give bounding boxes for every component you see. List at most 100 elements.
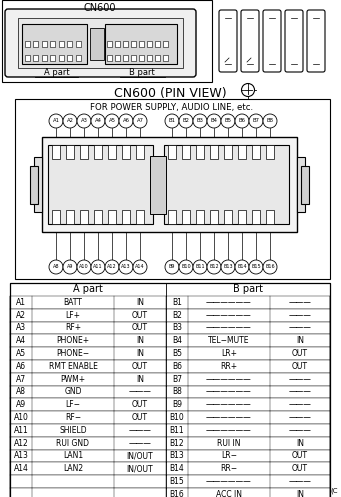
Bar [150,156,166,214]
Text: ——————: —————— [206,413,252,422]
Text: B12: B12 [170,439,184,448]
Text: B10: B10 [181,264,191,269]
Text: ——————: —————— [206,311,252,320]
Circle shape [165,114,179,128]
Text: FOR POWER SUPPLY, AUDIO LINE, etc.: FOR POWER SUPPLY, AUDIO LINE, etc. [90,103,254,112]
Text: ——————: —————— [206,400,252,410]
Text: B part: B part [129,68,155,77]
Text: B11: B11 [195,264,205,269]
Bar [94,210,102,224]
Text: A9: A9 [67,264,73,269]
Bar [30,166,38,204]
Bar [108,210,116,224]
Bar [168,145,176,159]
Bar [147,41,151,47]
Bar [80,210,88,224]
Circle shape [235,114,249,128]
Circle shape [63,260,77,274]
Text: B15: B15 [169,477,184,486]
Text: B7: B7 [252,118,260,123]
Bar [59,55,63,61]
Text: IN: IN [136,336,144,345]
Text: A4: A4 [94,118,102,123]
Text: A9: A9 [16,400,26,410]
Circle shape [77,114,91,128]
Bar [136,145,144,159]
Circle shape [133,260,147,274]
Text: OUT: OUT [132,413,148,422]
Text: IN: IN [296,336,304,345]
Text: (C: (C [330,488,338,494]
Text: B9: B9 [172,400,182,410]
Bar [10,296,330,309]
Text: SHIELD: SHIELD [59,426,87,435]
Bar [301,166,309,204]
Text: BATT: BATT [63,298,83,307]
Text: A4: A4 [16,336,26,345]
Text: IN: IN [136,375,144,384]
Text: ———: ——— [288,426,311,435]
Text: B13: B13 [223,264,233,269]
Bar [10,334,330,347]
Bar [252,210,260,224]
Circle shape [241,83,254,96]
Bar [10,424,330,437]
Bar [42,55,46,61]
Bar [15,99,330,279]
Bar [122,55,128,61]
Text: B14: B14 [237,264,247,269]
Text: A7: A7 [16,375,26,384]
Text: B5: B5 [172,349,182,358]
Text: CN600: CN600 [84,3,116,13]
Text: OUT: OUT [292,464,308,473]
Circle shape [249,260,263,274]
Text: A3: A3 [16,324,26,332]
Text: A10: A10 [14,413,28,422]
Bar [50,55,55,61]
Circle shape [63,114,77,128]
Text: A8: A8 [53,264,59,269]
Text: RR+: RR+ [220,362,238,371]
Bar [75,55,80,61]
Circle shape [263,260,277,274]
Text: B3: B3 [172,324,182,332]
Circle shape [249,114,263,128]
Text: IN: IN [296,490,304,497]
Bar [196,210,204,224]
Bar [196,145,204,159]
Text: PHONE−: PHONE− [57,349,90,358]
Bar [105,24,177,64]
Circle shape [165,260,179,274]
Circle shape [221,114,235,128]
Text: A1: A1 [16,298,26,307]
Bar [10,309,330,322]
Text: B5: B5 [224,118,232,123]
Text: CN600 (PIN VIEW): CN600 (PIN VIEW) [114,87,226,100]
Text: ———: ——— [129,388,151,397]
Bar [10,373,330,386]
Text: B part: B part [233,284,263,295]
Text: OUT: OUT [292,451,308,461]
Bar [163,41,167,47]
Bar [75,41,80,47]
Text: B13: B13 [169,451,184,461]
Circle shape [49,260,63,274]
Bar [25,41,30,47]
Text: TEL−MUTE: TEL−MUTE [208,336,250,345]
Text: OUT: OUT [292,349,308,358]
FancyBboxPatch shape [241,10,259,72]
Text: RMT ENABLE: RMT ENABLE [48,362,98,371]
Circle shape [207,114,221,128]
Text: B6: B6 [172,362,182,371]
Text: A part: A part [44,68,70,77]
Bar [10,488,330,497]
Text: A14: A14 [14,464,28,473]
Bar [10,386,330,399]
Bar [164,145,289,224]
Text: B12: B12 [209,264,219,269]
Text: IN/OUT: IN/OUT [127,451,153,461]
Text: A part: A part [73,284,103,295]
Circle shape [207,260,221,274]
Text: A11: A11 [93,264,103,269]
Bar [138,41,144,47]
